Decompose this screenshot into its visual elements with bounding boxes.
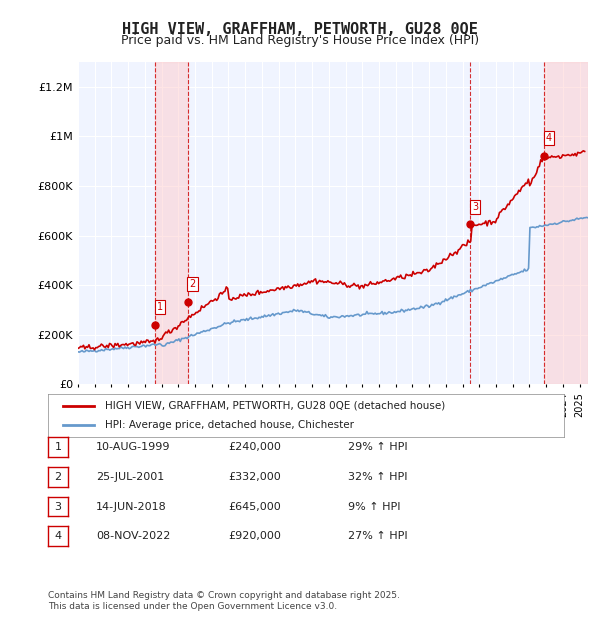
Text: Contains HM Land Registry data © Crown copyright and database right 2025.
This d: Contains HM Land Registry data © Crown c… bbox=[48, 591, 400, 611]
Text: 27% ↑ HPI: 27% ↑ HPI bbox=[348, 531, 407, 541]
Text: 9% ↑ HPI: 9% ↑ HPI bbox=[348, 502, 401, 512]
Text: 29% ↑ HPI: 29% ↑ HPI bbox=[348, 442, 407, 452]
Text: 25-JUL-2001: 25-JUL-2001 bbox=[96, 472, 164, 482]
Bar bbox=[155, 62, 188, 384]
Text: £645,000: £645,000 bbox=[228, 502, 281, 512]
Text: 32% ↑ HPI: 32% ↑ HPI bbox=[348, 472, 407, 482]
Text: 4: 4 bbox=[545, 133, 551, 143]
Text: £920,000: £920,000 bbox=[228, 531, 281, 541]
Text: HPI: Average price, detached house, Chichester: HPI: Average price, detached house, Chic… bbox=[105, 420, 354, 430]
Text: 1: 1 bbox=[55, 442, 61, 452]
Text: 3: 3 bbox=[55, 502, 61, 512]
Text: HIGH VIEW, GRAFFHAM, PETWORTH, GU28 0QE: HIGH VIEW, GRAFFHAM, PETWORTH, GU28 0QE bbox=[122, 22, 478, 37]
Bar bbox=[544, 62, 588, 384]
Text: 4: 4 bbox=[55, 531, 61, 541]
Text: 1: 1 bbox=[157, 302, 163, 312]
Text: HIGH VIEW, GRAFFHAM, PETWORTH, GU28 0QE (detached house): HIGH VIEW, GRAFFHAM, PETWORTH, GU28 0QE … bbox=[105, 401, 445, 411]
Text: 08-NOV-2022: 08-NOV-2022 bbox=[96, 531, 170, 541]
Text: £332,000: £332,000 bbox=[228, 472, 281, 482]
Text: 10-AUG-1999: 10-AUG-1999 bbox=[96, 442, 170, 452]
Text: Price paid vs. HM Land Registry's House Price Index (HPI): Price paid vs. HM Land Registry's House … bbox=[121, 34, 479, 47]
Text: 2: 2 bbox=[190, 279, 196, 289]
Text: 14-JUN-2018: 14-JUN-2018 bbox=[96, 502, 167, 512]
Text: £240,000: £240,000 bbox=[228, 442, 281, 452]
Text: 3: 3 bbox=[472, 202, 478, 211]
Text: 2: 2 bbox=[55, 472, 61, 482]
